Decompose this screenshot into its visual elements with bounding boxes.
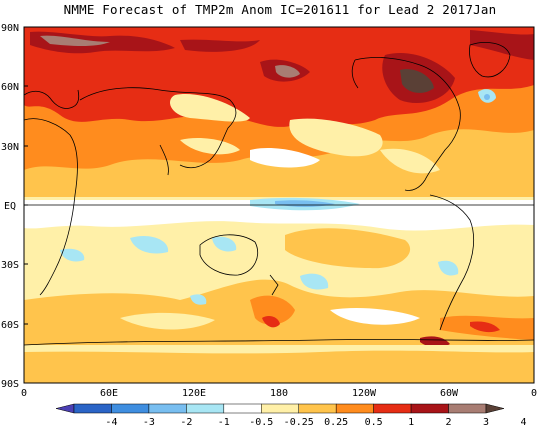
colorbar-label: -4 <box>105 417 117 428</box>
lon-tick-label: 120E <box>182 388 206 399</box>
lat-tick-label: 60S <box>1 320 19 331</box>
lat-tick-label: 30S <box>1 260 19 271</box>
colorbar-label: -2 <box>180 417 192 428</box>
colorbar-label: -0.25 <box>284 417 314 428</box>
colorbar-swatch <box>55 403 75 414</box>
colorbar-swatch <box>111 403 150 414</box>
lat-tick-label: 60N <box>1 82 19 93</box>
lat-tick-label: EQ <box>4 201 16 212</box>
colorbar-swatch <box>223 403 262 414</box>
lat-tick-label: 90S <box>1 379 19 390</box>
colorbar-label: 4 <box>520 417 526 428</box>
colorbar-swatch <box>186 403 225 414</box>
lon-tick-label: 180 <box>270 388 288 399</box>
colorbar-label: 0.5 <box>365 417 383 428</box>
colorbar-swatch <box>410 403 449 414</box>
latitude-axis: 90N 60N 30N EQ 30S 60S 90S <box>1 23 28 390</box>
colorbar-swatch <box>298 403 337 414</box>
lon-tick-label: 60W <box>440 388 459 399</box>
lon-tick-label: 0 <box>531 388 537 399</box>
colorbar-label: 0.25 <box>324 417 348 428</box>
coastlines <box>24 42 534 346</box>
colorbar-swatch <box>485 403 505 414</box>
lat-tick-label: 30N <box>1 142 19 153</box>
lat-tick-label: 90N <box>1 23 19 34</box>
lon-tick-label: 0 <box>21 388 27 399</box>
colorbar <box>55 403 505 414</box>
colorbar-swatch <box>335 403 374 414</box>
colorbar-swatch <box>448 403 487 414</box>
lon-tick-label: 120W <box>352 388 377 399</box>
colorbar-swatch <box>148 403 187 414</box>
colorbar-label: 3 <box>483 417 489 428</box>
colorbar-swatch <box>261 403 299 414</box>
colorbar-label: -3 <box>143 417 155 428</box>
colorbar-swatch <box>73 403 112 414</box>
chart-title: NMME Forecast of TMP2m Anom IC=201611 fo… <box>63 2 497 17</box>
colorbar-swatch <box>373 403 412 414</box>
colorbar-label: -1 <box>218 417 230 428</box>
longitude-axis: 0 60E 120E 180 120W 60W 0 <box>21 388 537 399</box>
colorbar-label: 2 <box>446 417 452 428</box>
lon-tick-label: 60E <box>100 388 118 399</box>
colorbar-label: 1 <box>408 417 414 428</box>
colorbar-label: -0.5 <box>249 417 273 428</box>
colorbar-labels: -4 -3 -2 -1 -0.5 -0.25 0.25 0.5 1 2 3 4 <box>105 417 526 428</box>
